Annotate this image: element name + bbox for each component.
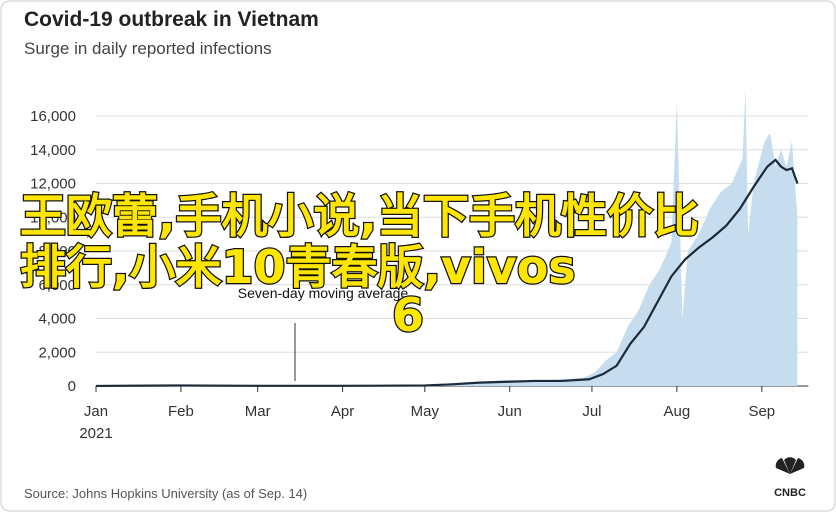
y-tick-label: 4,000 [38, 311, 76, 328]
x-tick-label: Jul [582, 403, 601, 420]
x-tick-label: Jan [84, 403, 108, 420]
daily-area [96, 87, 798, 386]
y-tick-label: 12,000 [30, 176, 76, 193]
overlay-text: 王欧蕾,手机小说,当下手机性价比 [20, 189, 699, 243]
y-tick-label: 8,000 [38, 243, 76, 260]
y-tick-label: 10,000 [30, 209, 76, 226]
x-tick-label: Sep [748, 403, 775, 420]
y-tick-label: 6,000 [38, 277, 76, 294]
y-tick-label: 16,000 [30, 108, 76, 125]
x-tick-label: May [411, 403, 440, 420]
x-tick-label: Apr [331, 403, 354, 420]
chart-subtitle: Surge in daily reported infections [24, 39, 272, 58]
y-tick-label: 14,000 [30, 142, 76, 159]
x-tick-label: Feb [168, 403, 194, 420]
logo-peacock [775, 457, 805, 474]
annotation: Seven-day moving average [238, 285, 409, 301]
source: Source: Johns Hopkins University (as of … [24, 486, 307, 501]
plot: 0 2,000 4,000 6,000 8,000 10,000 12,000 14,000 1… [30, 87, 809, 442]
average-line [95, 158, 799, 388]
overlay-text: 排行,小米10青春版,vivos [20, 240, 576, 294]
y-tick-label: 0 [68, 378, 76, 395]
chart-title: Covid-19 outbreak in Vietnam [24, 8, 319, 31]
overlay-text: 6 [392, 288, 424, 342]
x-tick-label: Mar [245, 403, 271, 420]
logo-text: CNBC [774, 487, 806, 499]
x-tick-label: Aug [664, 403, 691, 420]
logo: CNBC [774, 457, 806, 499]
y-tick-label: 2,000 [38, 344, 76, 361]
x-axis-year: 2021 [79, 425, 112, 442]
x-tick-label: Jun [498, 403, 522, 420]
